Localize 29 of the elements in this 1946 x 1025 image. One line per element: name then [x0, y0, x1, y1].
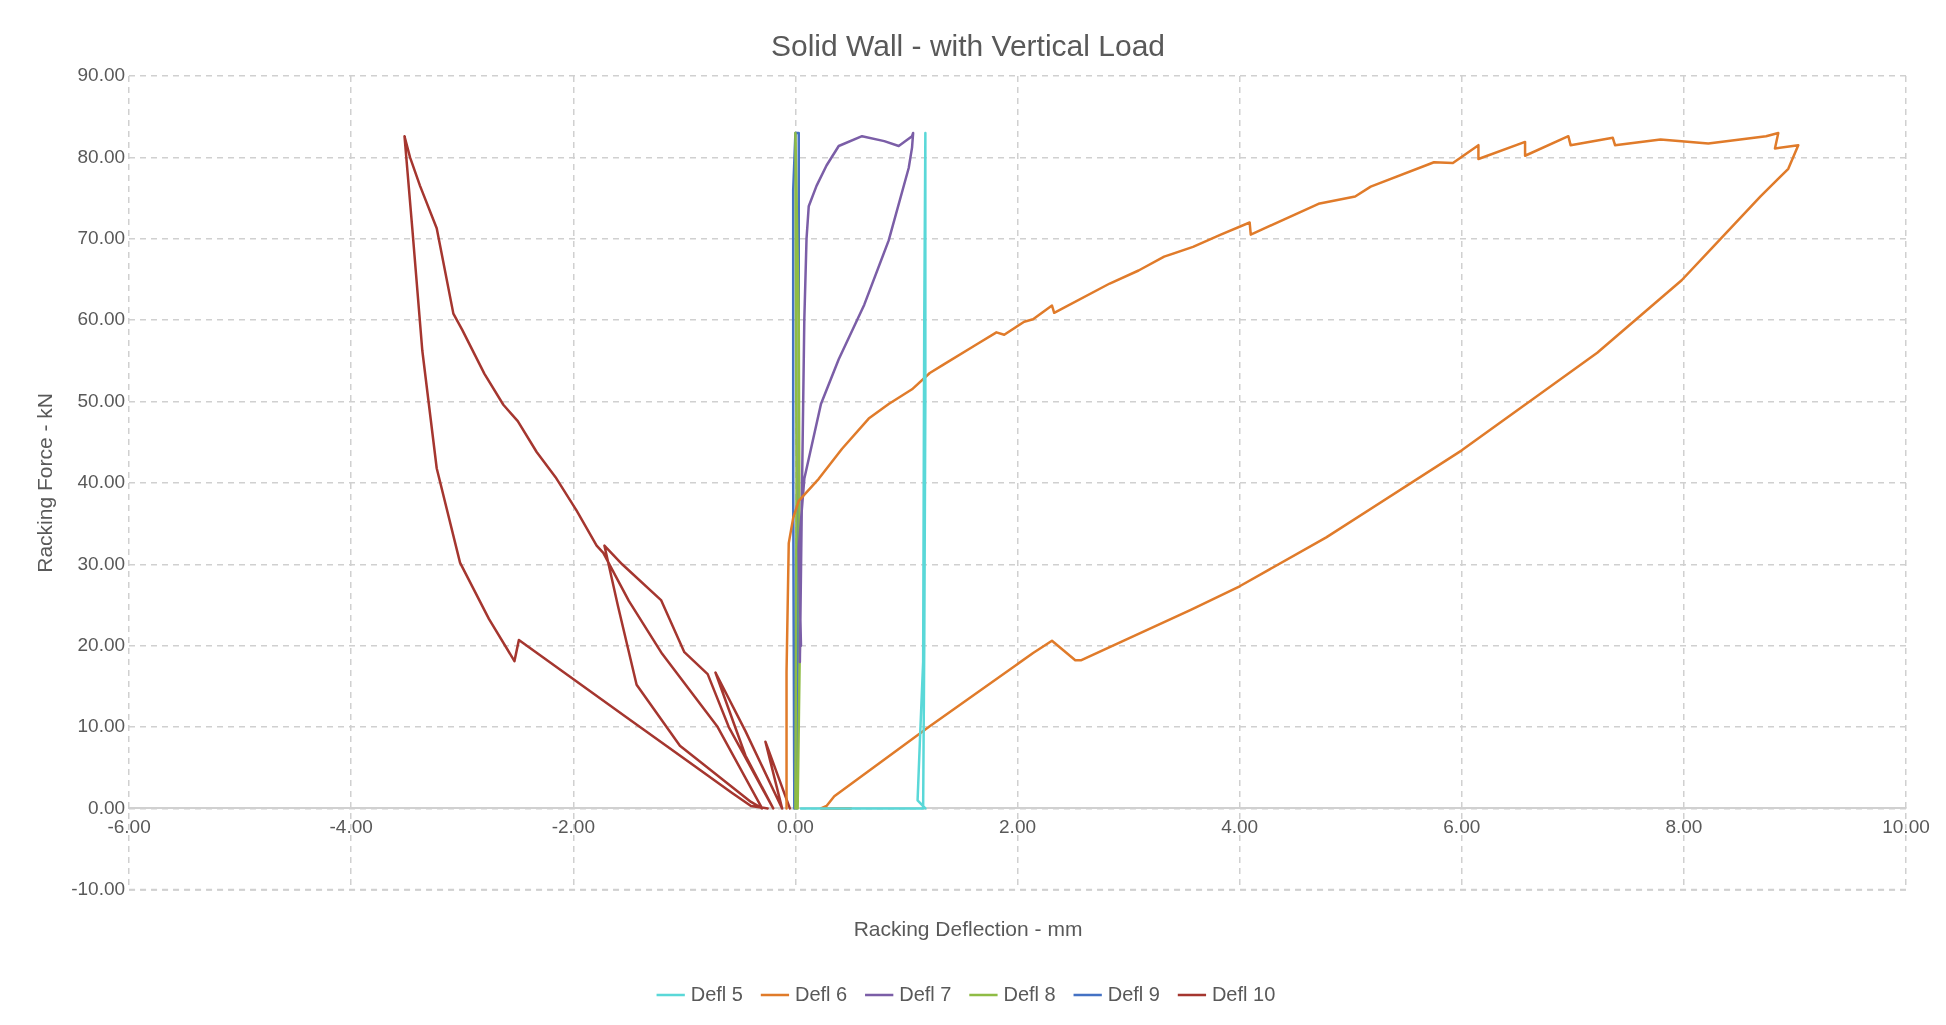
- legend-label: Defl 9: [1107, 982, 1160, 1005]
- legend-label: Defl 7: [899, 982, 952, 1005]
- x-tick-label: -4.00: [329, 816, 373, 838]
- y-tick-label: 0.00: [88, 796, 126, 818]
- y-tick-label: 70.00: [77, 226, 126, 248]
- x-tick-label: 6.00: [1443, 816, 1481, 838]
- x-tick-label: -2.00: [551, 816, 595, 838]
- x-tick-label: 10.00: [1882, 816, 1930, 838]
- x-tick-label: -6.00: [107, 816, 151, 838]
- y-tick-label: 30.00: [77, 552, 126, 574]
- y-tick-label: 60.00: [77, 308, 126, 330]
- x-tick-label: 0.00: [776, 816, 814, 838]
- y-tick-label: 10.00: [77, 715, 126, 737]
- chart-title: Solid Wall - with Vertical Load: [770, 29, 1166, 63]
- y-tick-label: -10.00: [71, 878, 126, 900]
- x-tick-label: 8.00: [1665, 816, 1703, 838]
- legend-label: Defl 6: [794, 982, 848, 1005]
- legend-label: Defl 10: [1211, 982, 1276, 1005]
- y-tick-label: 20.00: [77, 633, 126, 655]
- y-tick-label: 90.00: [77, 64, 126, 86]
- y-axis-title: Racking Force - kN: [33, 393, 57, 573]
- x-tick-label: 2.00: [999, 816, 1037, 838]
- x-axis-title: Racking Deflection - mm: [853, 917, 1083, 941]
- legend-label: Defl 8: [1003, 982, 1056, 1005]
- legend-label: Defl 5: [690, 982, 743, 1005]
- y-tick-label: 40.00: [77, 471, 126, 493]
- y-tick-label: 50.00: [77, 389, 126, 411]
- x-tick-label: 4.00: [1221, 816, 1259, 838]
- y-tick-label: 80.00: [77, 145, 126, 167]
